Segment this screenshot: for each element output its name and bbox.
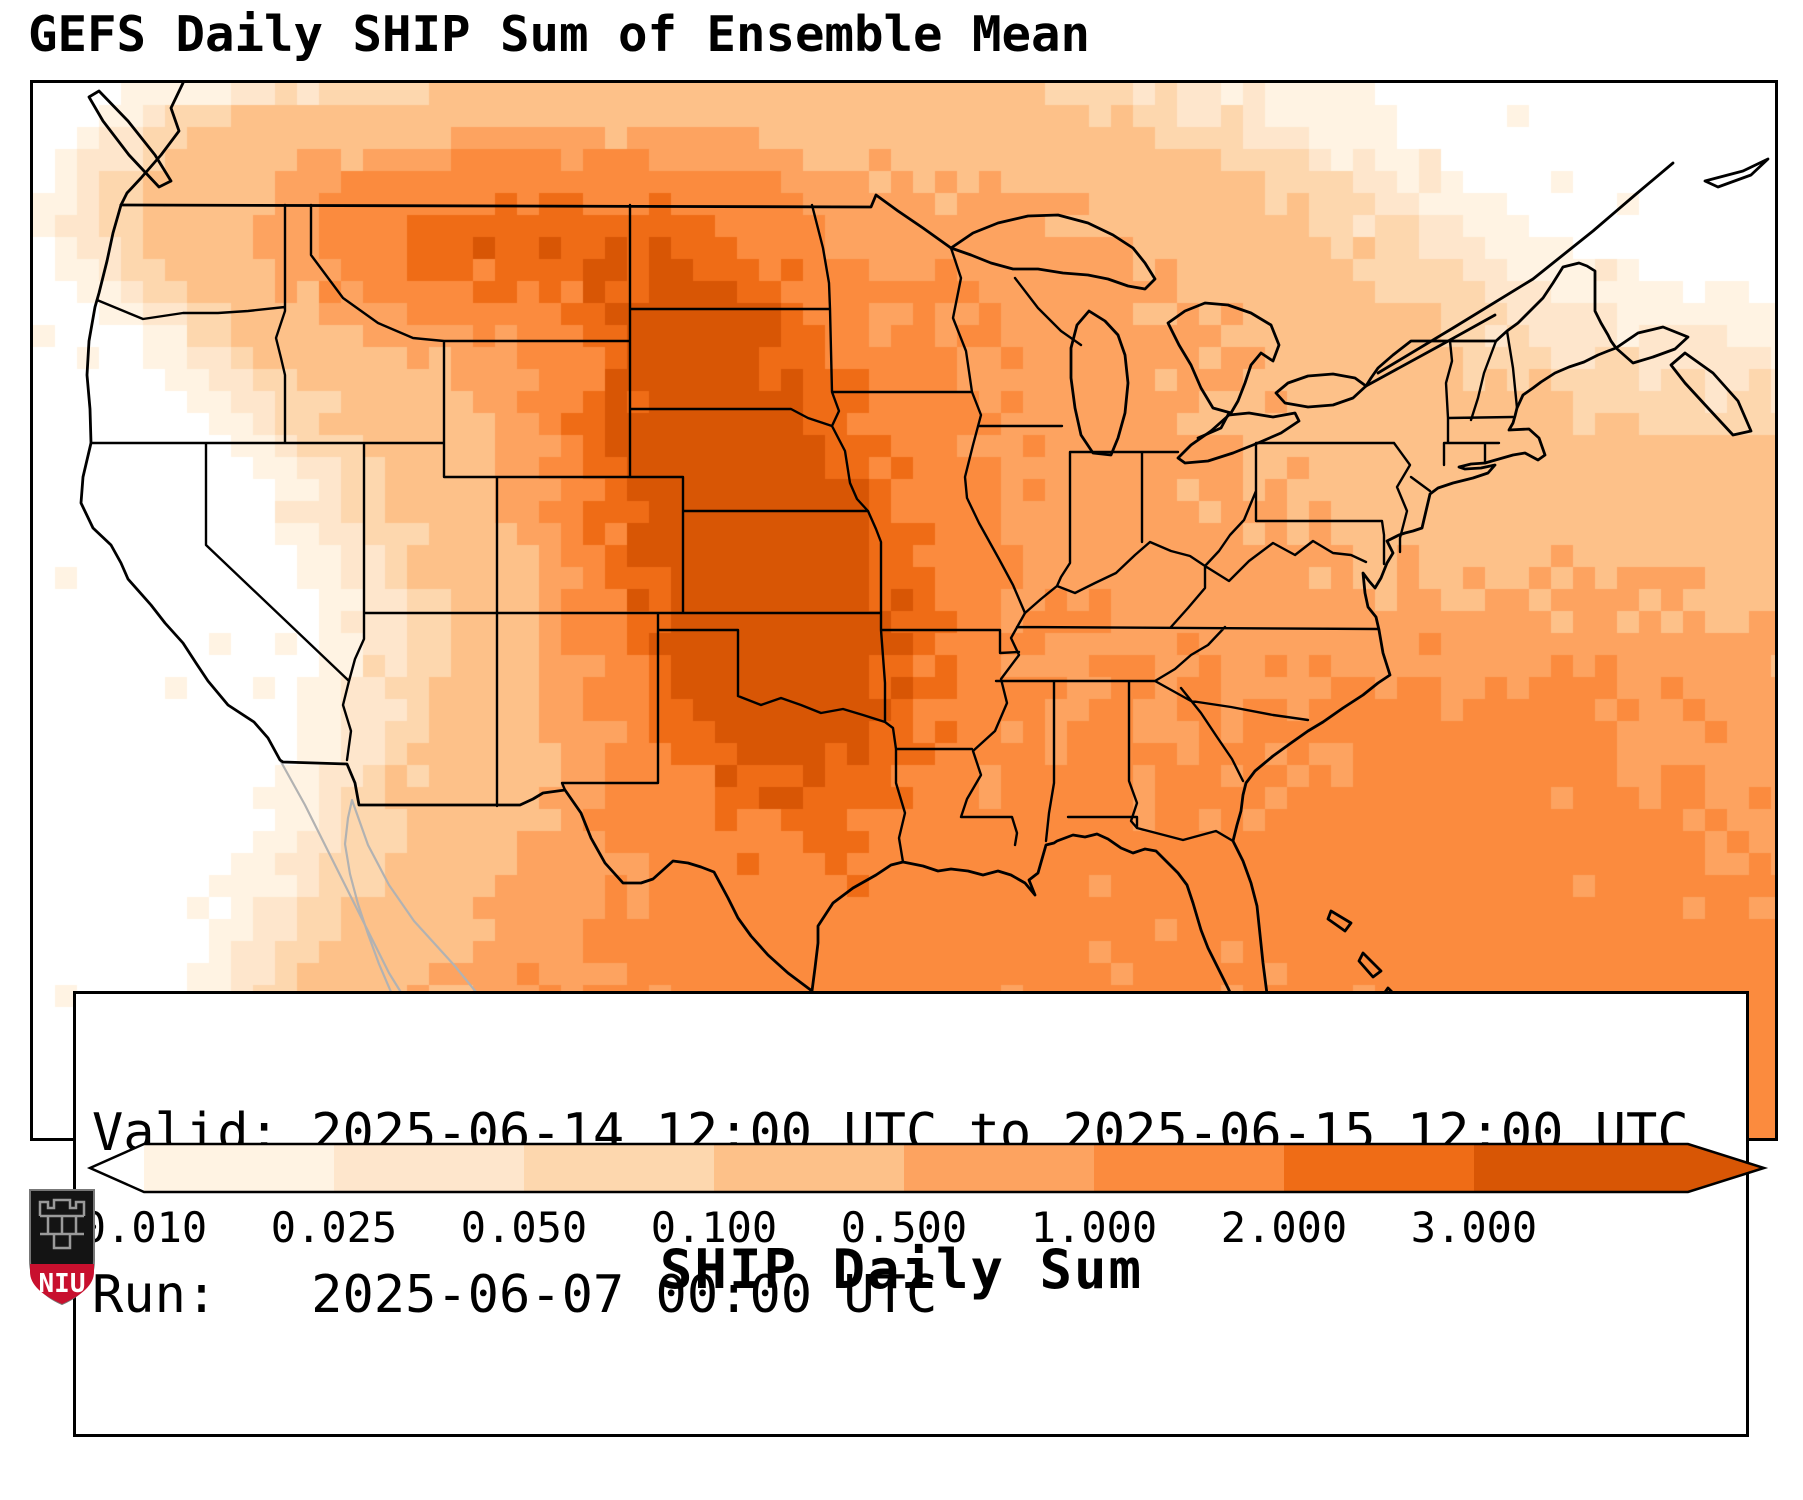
st-lawrence-south-shore bbox=[1364, 313, 1497, 388]
colorbar-tick: 3.000 bbox=[1411, 1203, 1537, 1252]
colorbar-label: SHIP Daily Sum bbox=[659, 1238, 1144, 1301]
colorbar-tick: 1.000 bbox=[1031, 1203, 1157, 1252]
lake-ontario bbox=[1274, 372, 1368, 409]
colorbar-tick: 0.500 bbox=[841, 1203, 967, 1252]
colorbar-segment bbox=[524, 1144, 715, 1192]
colorbar-segment bbox=[334, 1144, 525, 1192]
ship-heatmap bbox=[33, 83, 1775, 1138]
colorbar-over-arrow bbox=[1474, 1144, 1764, 1192]
lake-superior bbox=[949, 213, 1157, 291]
colorbar-segment bbox=[904, 1144, 1095, 1192]
vancouver-island bbox=[87, 89, 173, 189]
colorbar-segment bbox=[1094, 1144, 1285, 1192]
colorbar-tick: 2.000 bbox=[1221, 1203, 1347, 1252]
colorbar-under-arrow bbox=[90, 1144, 144, 1192]
mexico-baja-coastline bbox=[279, 759, 601, 1138]
new-brunswick-coast bbox=[1614, 325, 1690, 365]
colorbar-tick: 0.100 bbox=[651, 1203, 777, 1252]
nova-scotia bbox=[1669, 351, 1753, 437]
map-panel: Valid: 2025-06-14 12:00 UTC to 2025-06-1… bbox=[30, 80, 1778, 1437]
lake-erie bbox=[1176, 411, 1301, 465]
niu-logo-text: NIU bbox=[39, 1269, 86, 1299]
colorbar-tick: 0.010 bbox=[81, 1203, 207, 1252]
us-canada-border bbox=[119, 193, 953, 250]
colorbar-segment bbox=[144, 1144, 335, 1192]
map-borders bbox=[79, 83, 1770, 1138]
info-box: Valid: 2025-06-14 12:00 UTC to 2025-06-1… bbox=[73, 991, 1749, 1437]
lake-huron bbox=[1166, 301, 1281, 415]
page-title: GEFS Daily SHIP Sum of Ensemble Mean bbox=[28, 6, 1091, 63]
niu-red-banner bbox=[30, 1264, 94, 1304]
colorbar-tick: 0.050 bbox=[461, 1203, 587, 1252]
colorbar-segment bbox=[1284, 1144, 1475, 1192]
colorbar-segment bbox=[714, 1144, 905, 1192]
colorbar: 0.010 0.025 0.050 0.100 0.500 1.000 2.000 3.000 bbox=[81, 1142, 1769, 1252]
niu-logo: NIU bbox=[29, 1189, 95, 1306]
colorbar-outline bbox=[86, 1142, 1769, 1194]
colorbar-tick: 0.025 bbox=[271, 1203, 397, 1252]
st-lawrence-river bbox=[1376, 161, 1675, 375]
niu-castle-icon bbox=[38, 1198, 86, 1250]
anticosti-island bbox=[1703, 157, 1770, 189]
run-time-text: Run: 2025-06-07 00:00 UTC bbox=[92, 1265, 938, 1325]
bc-coastline bbox=[119, 83, 185, 207]
lake-michigan bbox=[1069, 309, 1130, 457]
us-state-borders bbox=[89, 203, 1519, 864]
detroit-river bbox=[1196, 411, 1231, 440]
